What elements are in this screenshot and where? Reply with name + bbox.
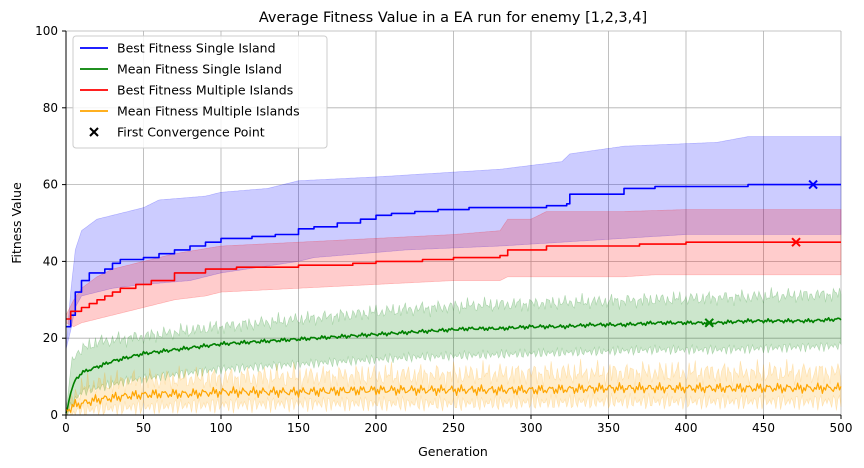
x-tick-label: 200 <box>365 421 388 435</box>
legend-label: Best Fitness Multiple Islands <box>117 83 293 98</box>
x-tick-label: 500 <box>830 421 853 435</box>
y-tick-label: 0 <box>50 408 58 422</box>
x-tick-label: 450 <box>752 421 775 435</box>
y-tick-label: 60 <box>43 178 58 192</box>
legend-marker-x <box>89 127 99 137</box>
band-2 <box>65 209 842 328</box>
legend: Best Fitness Single Island Mean Fitness S… <box>72 35 328 149</box>
band-3 <box>65 358 842 417</box>
legend-item: First Convergence Point <box>89 125 265 140</box>
legend-item: Best Fitness Single Island <box>80 41 276 56</box>
legend-item: Mean Fitness Multiple Islands <box>80 104 300 119</box>
band-0 <box>65 136 842 350</box>
y-axis-label: Fitness Value <box>9 182 24 264</box>
legend-label: Mean Fitness Single Island <box>117 62 282 77</box>
x-axis-label: Generation <box>418 444 488 459</box>
convergence-markers <box>704 179 818 328</box>
tick-labels: 0 50 100 150 200 250 300 350 400 450 500 0 20 40 60 80 1… <box>35 24 852 435</box>
y-tick-label: 80 <box>43 101 58 115</box>
series-line-0 <box>66 183 841 328</box>
convergence-marker <box>704 318 714 328</box>
band-1 <box>65 287 842 416</box>
x-tick-label: 0 <box>62 421 70 435</box>
chart-title: Average Fitness Value in a EA run for en… <box>259 10 647 26</box>
series-lines <box>65 183 842 414</box>
x-tick-label: 150 <box>287 421 310 435</box>
legend-item: Best Fitness Multiple Islands <box>80 83 293 98</box>
legend-label: Best Fitness Single Island <box>117 41 276 56</box>
legend-box <box>72 35 328 149</box>
x-tick-label: 250 <box>442 421 465 435</box>
y-tick-label: 20 <box>43 331 58 345</box>
y-tick-label: 40 <box>43 254 58 268</box>
x-tick-label: 400 <box>675 421 698 435</box>
x-tick-label: 350 <box>597 421 620 435</box>
y-tick-label: 100 <box>35 24 58 38</box>
series-line-3 <box>65 382 842 413</box>
convergence-marker <box>791 237 801 247</box>
x-tick-label: 50 <box>136 421 151 435</box>
convergence-marker <box>808 179 818 190</box>
series-line-2 <box>66 241 841 320</box>
legend-label: Mean Fitness Multiple Islands <box>117 104 300 119</box>
legend-item: Mean Fitness Single Island <box>80 62 282 77</box>
x-tick-label: 300 <box>520 421 543 435</box>
x-tick-label: 100 <box>210 421 233 435</box>
series-line-1 <box>65 317 842 414</box>
legend-label: First Convergence Point <box>117 125 265 140</box>
confidence-bands <box>65 136 842 417</box>
